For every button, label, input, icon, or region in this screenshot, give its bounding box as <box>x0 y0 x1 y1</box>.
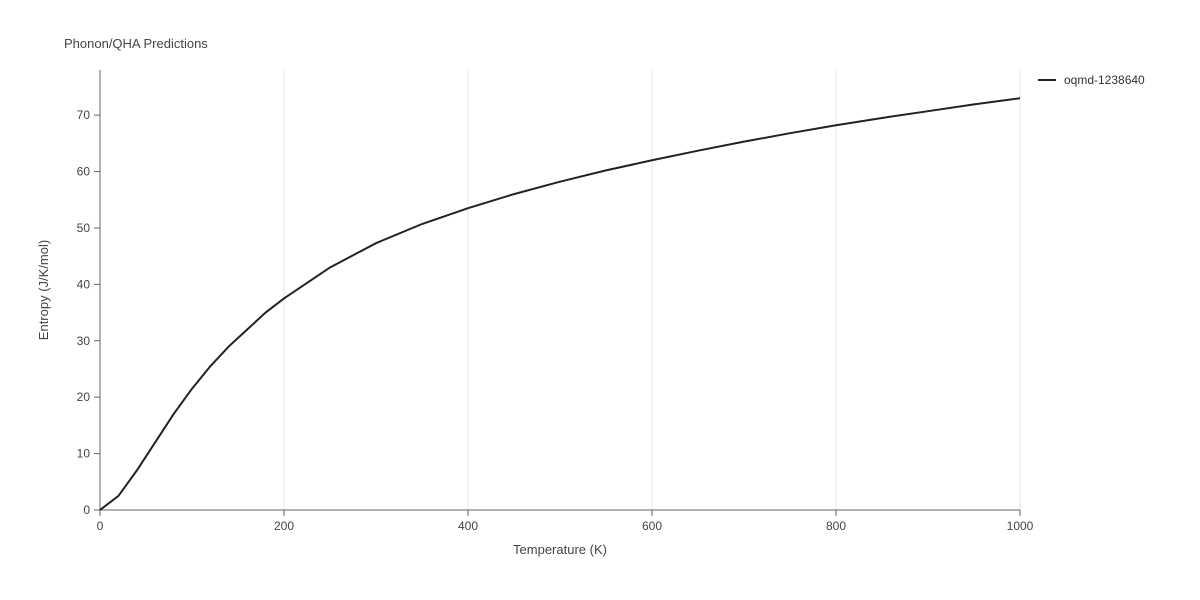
y-axis-label: Entropy (J/K/mol) <box>36 240 51 340</box>
y-tick-label: 20 <box>77 390 91 404</box>
y-tick-label: 60 <box>77 165 91 179</box>
x-tick-label: 400 <box>458 519 478 533</box>
x-tick-label: 0 <box>97 519 104 533</box>
y-tick-label: 10 <box>77 447 91 461</box>
x-axis-label: Temperature (K) <box>513 542 607 557</box>
y-tick-label: 40 <box>77 277 91 291</box>
x-tick-label: 200 <box>274 519 294 533</box>
chart-plot: 0 200 400 600 800 1000 0 10 20 30 40 50 60 70 Temperat… <box>0 0 1200 600</box>
y-tick-label: 0 <box>83 503 90 517</box>
y-tick-label: 30 <box>77 334 91 348</box>
x-tick-label: 1000 <box>1007 519 1034 533</box>
x-tick-label: 800 <box>826 519 846 533</box>
legend-label[interactable]: oqmd-1238640 <box>1064 73 1145 87</box>
x-tick-label: 600 <box>642 519 662 533</box>
series-line <box>100 98 1020 510</box>
y-tick-label: 70 <box>77 108 91 122</box>
y-tick-label: 50 <box>77 221 91 235</box>
chart-container: Phonon/QHA Predictions 02004006008001000… <box>0 0 1200 600</box>
